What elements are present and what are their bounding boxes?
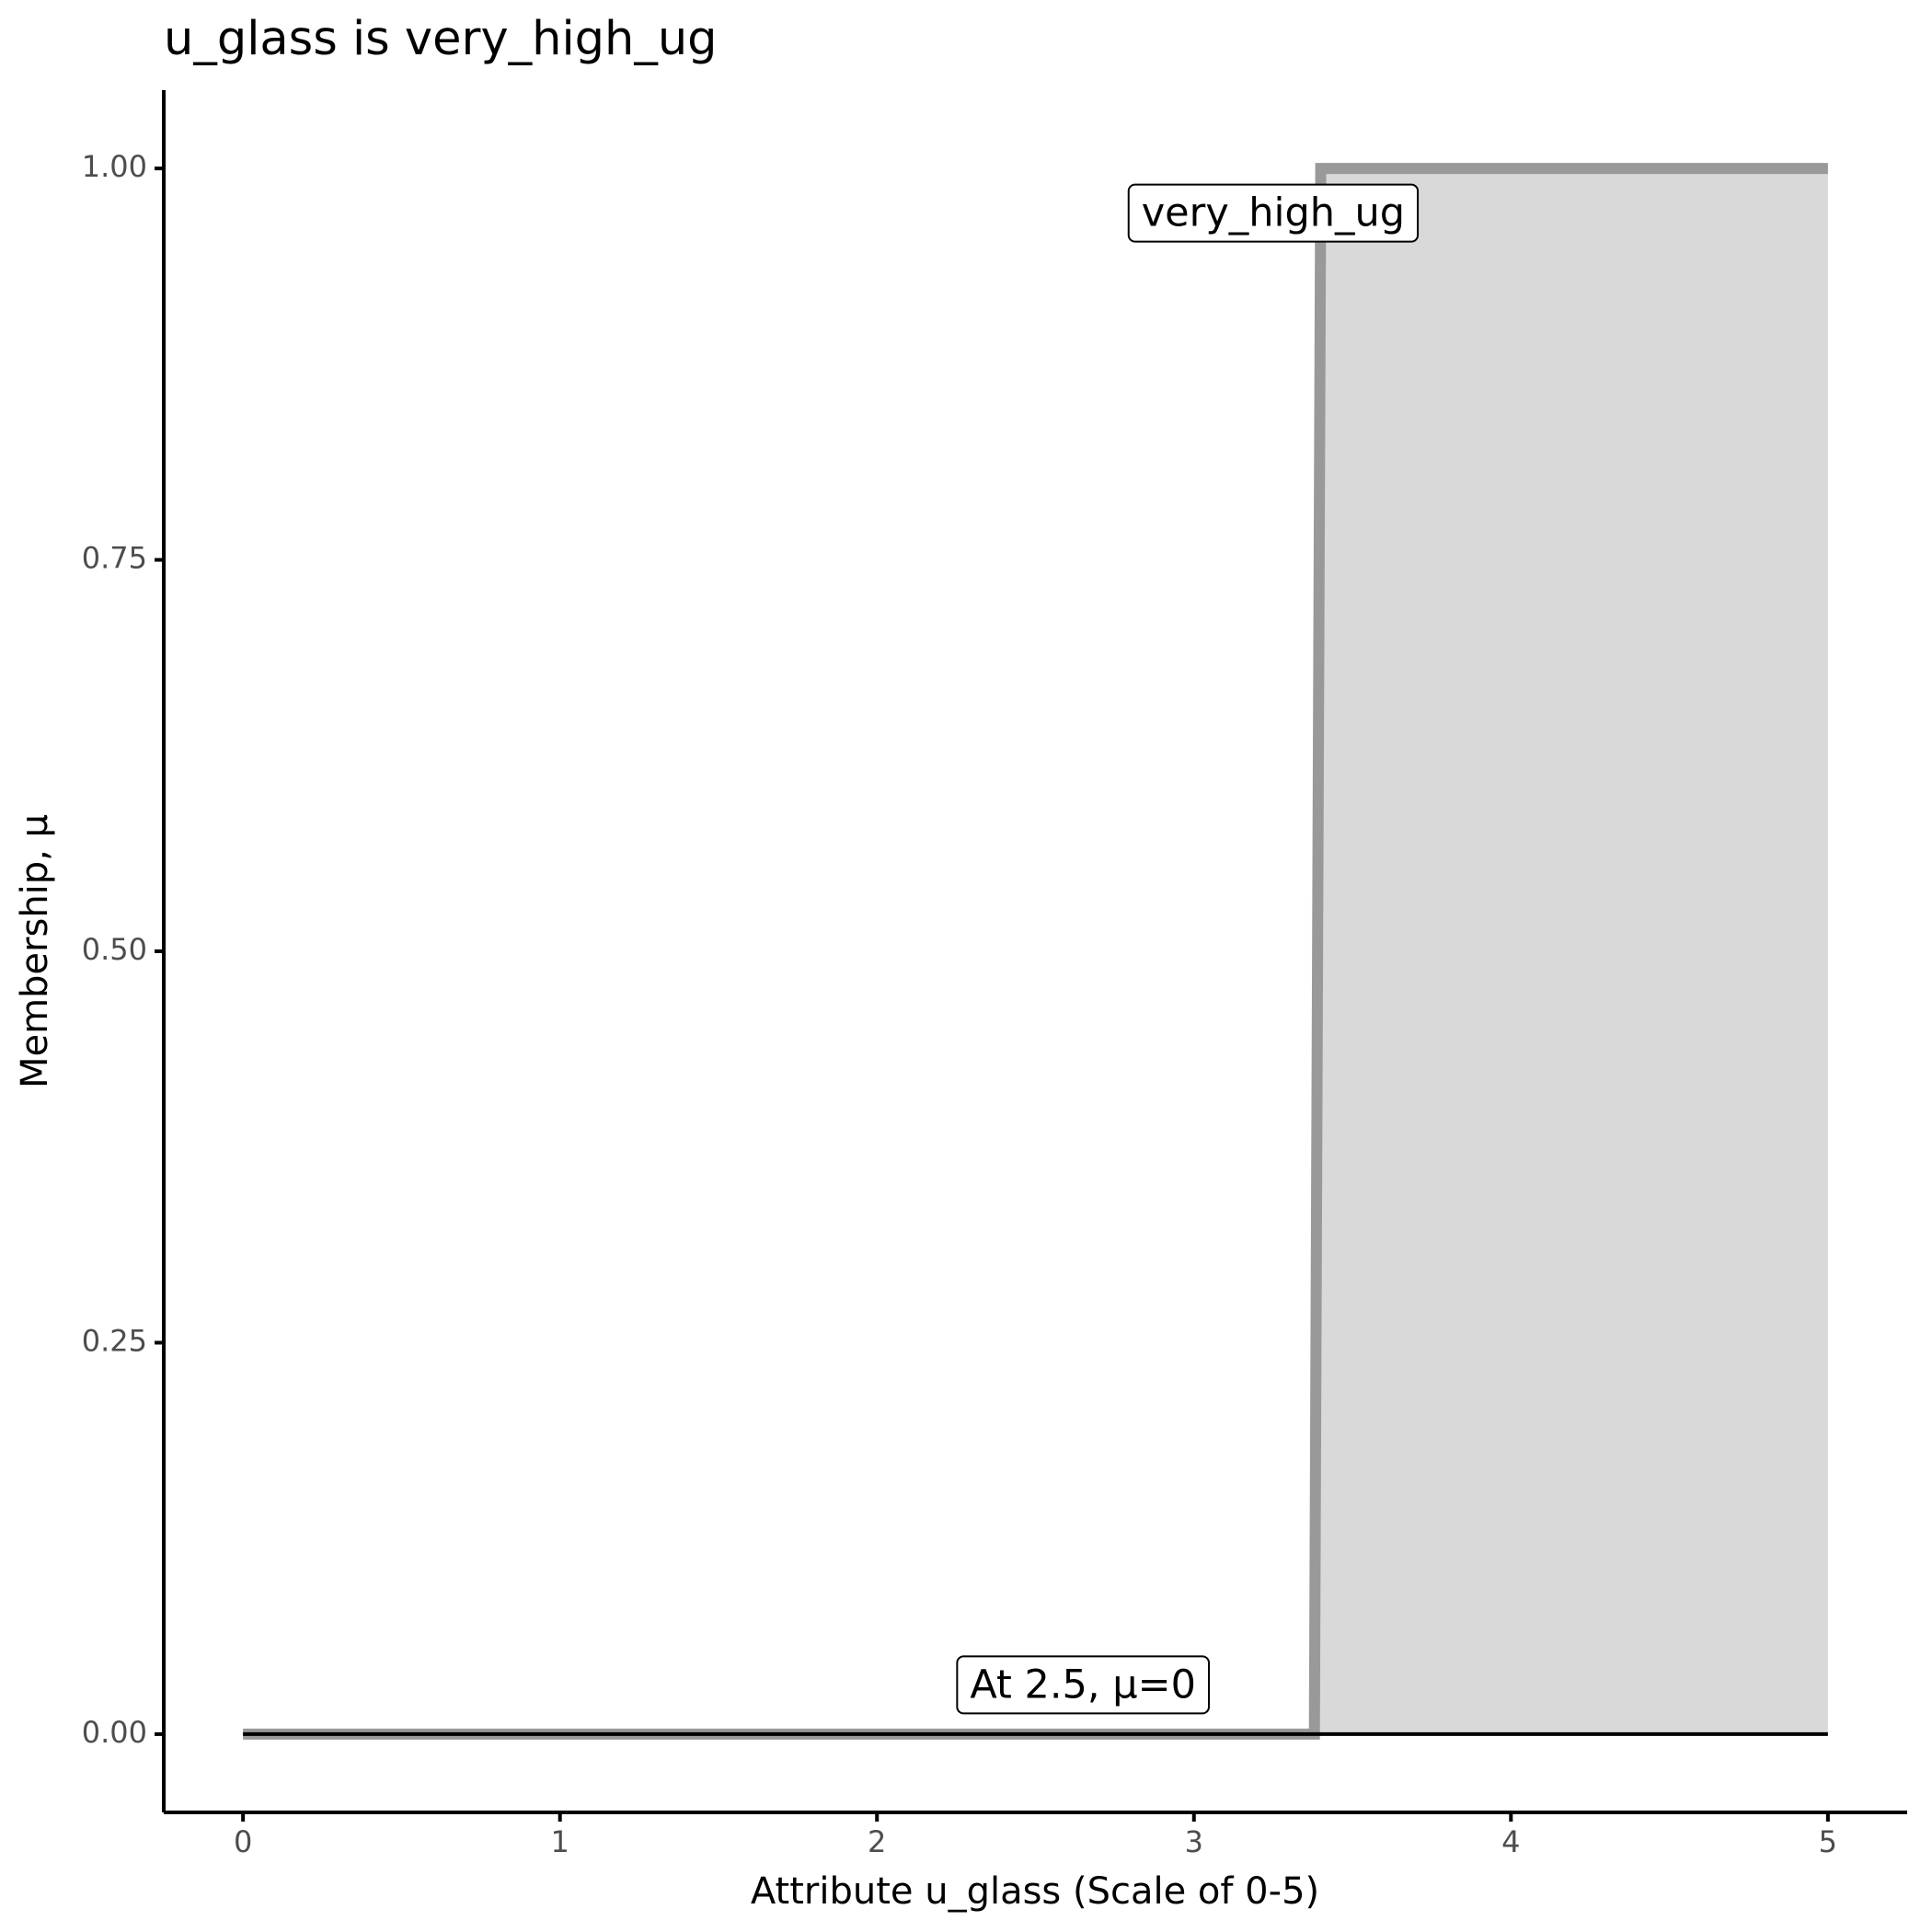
series-label-box [1127,183,1420,243]
x-tick-label: 4 [1501,1824,1520,1859]
annotation: At 2.5, μ=0 [970,1662,1196,1708]
annotation-box [956,1655,1211,1715]
y-tick-label: 0.25 [82,1323,147,1358]
y-axis-title: Membership, μ [14,814,56,1088]
x-tick-label: 1 [551,1824,569,1859]
y-tick-label: 0.75 [82,541,147,576]
x-tick-label: 5 [1819,1824,1837,1859]
series-label: very_high_ug [1142,190,1405,236]
chart-title: u_glass is very_high_ug [164,12,718,66]
x-axis-title: Attribute u_glass (Scale of 0-5) [751,1870,1319,1913]
membership-area [243,168,1828,1734]
y-tick-label: 0.50 [82,932,147,967]
x-tick-label: 0 [234,1824,252,1859]
x-tick-label: 3 [1185,1824,1203,1859]
x-tick-label: 2 [868,1824,886,1859]
y-tick-label: 1.00 [82,149,147,184]
y-tick-label: 0.00 [82,1715,147,1750]
